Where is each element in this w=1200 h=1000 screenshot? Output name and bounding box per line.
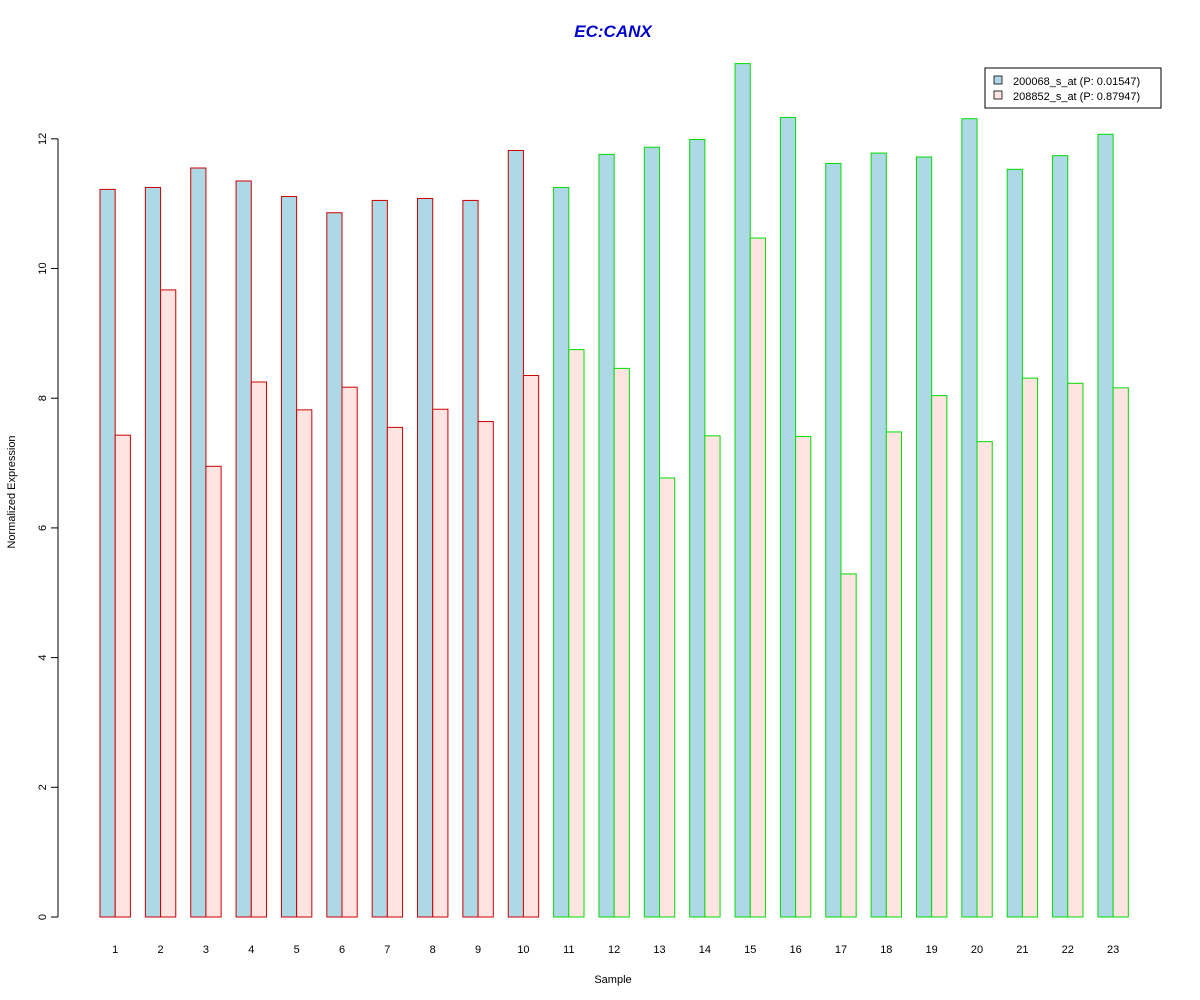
y-tick-label: 8 [37, 395, 49, 401]
bar-sample-7-series-1 [371, 199, 388, 918]
bar-sample-6-series-1 [326, 212, 343, 918]
bar-sample-16-series-2 [795, 435, 812, 918]
x-tick-label: 12 [608, 944, 620, 956]
bar-sample-4-series-2 [250, 381, 267, 918]
chart-title: EC:CANX [574, 22, 653, 41]
x-tick-label: 18 [880, 944, 892, 956]
x-tick-label: 5 [294, 944, 300, 956]
bar-sample-8-series-1 [417, 197, 434, 918]
bar-sample-10-series-2 [522, 375, 540, 918]
bar-sample-19-series-2 [931, 395, 948, 918]
bar-sample-13-series-2 [659, 477, 676, 918]
x-tick-label: 1 [112, 944, 118, 956]
bar-sample-18-series-2 [885, 431, 903, 918]
bar-sample-12-series-1 [598, 153, 615, 918]
bar-sample-4-series-1 [235, 180, 252, 918]
legend-box [984, 67, 1162, 109]
bar-sample-15-series-1 [734, 63, 751, 918]
bar-sample-22-series-1 [1052, 155, 1069, 918]
legend-label-208852: 208852_s_at (P: 0.87947) [1013, 91, 1140, 103]
x-tick-label: 9 [475, 944, 481, 956]
bar-sample-1-series-1 [99, 188, 116, 918]
bar-sample-6-series-2 [341, 386, 358, 918]
bar-sample-2-series-1 [144, 186, 162, 918]
x-tick-label: 13 [653, 944, 665, 956]
x-tick-label: 21 [1016, 944, 1028, 956]
bar-sample-17-series-1 [825, 162, 842, 918]
legend-swatch-200068 [993, 75, 1003, 85]
legend-swatch-208852 [993, 90, 1003, 100]
x-tick-label: 2 [157, 944, 163, 956]
bar-sample-13-series-1 [643, 146, 661, 918]
bar-sample-14-series-1 [689, 138, 706, 918]
x-tick-label: 14 [699, 944, 711, 956]
y-axis-label: Normalized Expression [6, 435, 18, 548]
x-tick-label: 6 [339, 944, 345, 956]
x-tick-label: 11 [563, 944, 574, 956]
bar-sample-20-series-1 [961, 118, 978, 918]
bar-sample-12-series-2 [613, 367, 630, 918]
bar-sample-16-series-1 [779, 116, 797, 918]
legend-label-200068: 200068_s_at (P: 0.01547) [1013, 76, 1140, 88]
y-tick-label: 2 [37, 784, 49, 790]
bar-sample-23-series-1 [1097, 133, 1114, 918]
bar-sample-11-series-2 [568, 349, 585, 918]
bar-sample-8-series-2 [432, 408, 449, 918]
bar-sample-1-series-2 [114, 434, 131, 918]
bars-group [99, 63, 1129, 918]
bar-sample-2-series-2 [160, 289, 177, 918]
bar-sample-11-series-1 [553, 186, 570, 918]
bar-sample-3-series-1 [190, 167, 207, 918]
y-axis: 0 2 4 6 8 10 12 [37, 133, 59, 920]
x-axis-label: Sample [594, 974, 631, 986]
bar-sample-14-series-2 [704, 435, 721, 918]
bar-sample-15-series-2 [749, 237, 766, 918]
bar-sample-20-series-2 [976, 441, 993, 918]
y-tick-label: 12 [37, 133, 49, 145]
x-tick-label: 3 [203, 944, 209, 956]
bar-sample-9-series-2 [477, 421, 494, 918]
y-tick-label: 10 [37, 262, 49, 274]
bar-sample-22-series-2 [1067, 382, 1084, 918]
x-tick-label: 16 [789, 944, 801, 956]
bar-sample-21-series-1 [1006, 168, 1023, 918]
bar-sample-9-series-1 [462, 199, 479, 918]
bar-sample-7-series-2 [386, 426, 404, 918]
y-tick-label: 0 [37, 914, 49, 920]
x-tick-label: 17 [835, 944, 847, 956]
bar-sample-3-series-2 [205, 465, 222, 918]
bar-sample-5-series-1 [280, 196, 298, 918]
bar-sample-18-series-1 [870, 152, 887, 918]
bar-sample-17-series-2 [840, 573, 857, 918]
y-tick-label: 6 [37, 525, 49, 531]
legend: 200068_s_at (P: 0.01547) 208852_s_at (P:… [984, 67, 1162, 109]
x-tick-label: 7 [384, 944, 390, 956]
x-tick-label: 20 [971, 944, 983, 956]
bar-sample-19-series-1 [915, 156, 933, 918]
x-tick-label: 4 [248, 944, 254, 956]
x-tick-label: 10 [517, 944, 529, 956]
bar-sample-21-series-2 [1021, 377, 1039, 918]
bar-sample-10-series-1 [507, 149, 524, 918]
x-tick-label: 15 [744, 944, 756, 956]
y-tick-label: 4 [37, 655, 49, 661]
x-tick-label: 8 [430, 944, 436, 956]
x-tick-label: 22 [1062, 944, 1074, 956]
bar-sample-5-series-2 [296, 409, 313, 918]
x-tick-label: 19 [926, 944, 938, 956]
bar-sample-23-series-2 [1112, 387, 1129, 918]
x-tick-label: 23 [1107, 944, 1119, 956]
x-tick-labels: 1 2 3 4 5 6 7 8 9 10 11 12 13 14 15 16 17 18 19 20 21 22 23 [112, 944, 1119, 956]
